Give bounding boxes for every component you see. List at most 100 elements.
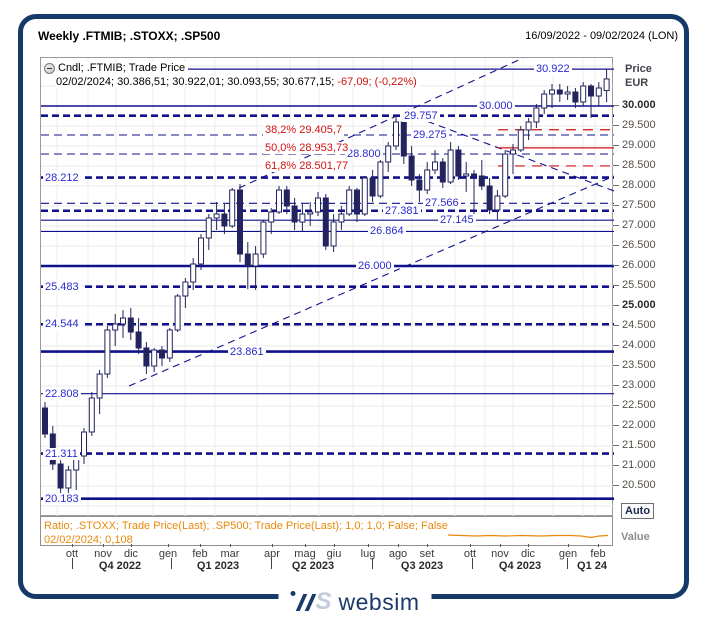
- level-label: 27.145: [438, 214, 476, 227]
- candle-body: [400, 121, 407, 157]
- candle-body: [268, 211, 275, 223]
- level-label: 20.183: [43, 492, 81, 505]
- axis-tick-label: 21.500: [622, 439, 656, 451]
- axis-tick-mark: [613, 425, 619, 426]
- candle-body: [572, 91, 579, 103]
- level-label: 30.922: [534, 63, 572, 76]
- candle-body: [580, 85, 587, 103]
- axis-tick-label: 25.000: [622, 299, 656, 311]
- ratio-quote: 02/02/2024; 0,108: [44, 534, 133, 546]
- axis-tick-label: 26.500: [622, 239, 656, 251]
- ratio-legend: Ratio; .STOXX; Trade Price(Last); .SP500…: [44, 520, 448, 532]
- candle-body: [517, 129, 524, 151]
- axis-tick-mark: [613, 365, 619, 366]
- candle-body: [564, 91, 571, 95]
- axis-tick-mark: [613, 185, 619, 186]
- candle-body: [377, 161, 384, 197]
- candle-body: [595, 87, 602, 97]
- level-label: 29.275: [411, 129, 449, 141]
- candle-body: [88, 397, 95, 433]
- axis-tick-label: 29.500: [622, 119, 656, 131]
- axis-tick-mark: [613, 305, 619, 306]
- ratio-axis-label: Value: [621, 531, 650, 541]
- ratio-line-plot: [447, 534, 609, 539]
- candle-body: [408, 155, 415, 181]
- axis-tick-mark: [613, 165, 619, 166]
- series-legend: Cndl; .FTMIB; Trade Price: [44, 62, 189, 74]
- level-label: 24.544: [43, 318, 81, 331]
- legend-quote-values: 02/02/2024; 30.386,51; 30.922,01; 30.093…: [56, 76, 338, 88]
- chart-title: Weekly .FTMIB; .STOXX; .SP500: [38, 29, 221, 43]
- axis-tick-mark: [613, 325, 619, 326]
- candle-body: [190, 263, 197, 283]
- candle-body: [338, 213, 345, 223]
- collapse-legend-icon[interactable]: [44, 62, 55, 74]
- axis-tick-mark: [613, 285, 619, 286]
- candle-body: [112, 323, 119, 331]
- level-label: 26.000: [356, 260, 394, 272]
- candle-body: [96, 373, 103, 399]
- axis-tick-label: 25.500: [622, 279, 656, 291]
- candle-body: [174, 295, 181, 331]
- axis-tick-label: 22.500: [622, 399, 656, 411]
- candle-body: [307, 211, 314, 215]
- legend-quote-change: -67,09; (-0,22%): [337, 76, 417, 88]
- axis-tick-label: 21.000: [622, 459, 656, 471]
- candle-body: [104, 329, 111, 375]
- candle-body: [213, 213, 220, 219]
- axis-tick-label: 20.500: [622, 479, 656, 491]
- candle-body: [439, 161, 446, 183]
- candle-body: [478, 175, 485, 187]
- level-label: 26.864: [368, 225, 406, 238]
- candle-body: [65, 469, 72, 489]
- axis-tick-mark: [613, 485, 619, 486]
- candle-body: [260, 221, 267, 255]
- candle-body: [533, 107, 540, 123]
- candle-body: [81, 431, 87, 457]
- fib-level-label: 50,0% 28.953,73: [263, 141, 351, 154]
- price-chart-area[interactable]: 30.922 30.000 29.757 29.275 28.800 28.212 27.5…: [40, 57, 614, 517]
- axis-tick-mark: [613, 125, 619, 126]
- auto-scale-button[interactable]: Auto: [621, 503, 655, 519]
- candle-body: [525, 121, 532, 131]
- brand-footer: S websim: [278, 585, 432, 619]
- axis-tick-mark: [613, 445, 619, 446]
- ratio-series-line: [447, 534, 609, 539]
- axis-tick-mark: [613, 385, 619, 386]
- candle-body: [315, 197, 321, 213]
- level-label: 23.861: [228, 345, 266, 358]
- candle-body: [486, 185, 493, 211]
- candle-body: [330, 221, 337, 247]
- candle-body: [541, 93, 548, 109]
- axis-tick-label: 27.500: [622, 199, 656, 211]
- axis-tick-label: 28.500: [622, 159, 656, 171]
- axis-tick-label: 30.000: [622, 99, 656, 111]
- candle-body: [237, 189, 243, 255]
- candle-body: [229, 189, 236, 227]
- websim-logo-dot-icon: [290, 591, 296, 596]
- axis-tick-label: 27.000: [622, 219, 656, 231]
- axis-tick-label: 29.000: [622, 139, 656, 151]
- price-axis[interactable]: Price EUR 30.000 29.500 29.000 28.500 28.000…: [613, 57, 697, 557]
- fib-level-label: 61,8% 28.501,77: [263, 159, 351, 172]
- candle-body: [556, 89, 563, 95]
- ratio-subchart[interactable]: Ratio; .STOXX; Trade Price(Last); .SP500…: [40, 516, 613, 546]
- candle-body: [221, 213, 228, 227]
- candle-body: [120, 317, 126, 325]
- candle-body: [244, 253, 251, 267]
- date-range: 16/09/2022 - 09/02/2024 (LON): [525, 30, 678, 42]
- candle-body: [471, 173, 477, 177]
- brand-name: websim: [338, 589, 420, 615]
- axis-tick-label: 24.500: [622, 319, 656, 331]
- level-label: 27.566: [423, 197, 461, 210]
- candle-body: [354, 189, 360, 215]
- level-label: 27.381: [383, 204, 421, 217]
- candle-body: [385, 145, 392, 163]
- axis-tick-mark: [613, 405, 619, 406]
- candle-body: [42, 407, 48, 435]
- candle-body: [432, 161, 438, 171]
- candle-body: [346, 189, 353, 215]
- candle-body: [135, 331, 142, 349]
- axis-tick-label: 23.500: [622, 359, 656, 371]
